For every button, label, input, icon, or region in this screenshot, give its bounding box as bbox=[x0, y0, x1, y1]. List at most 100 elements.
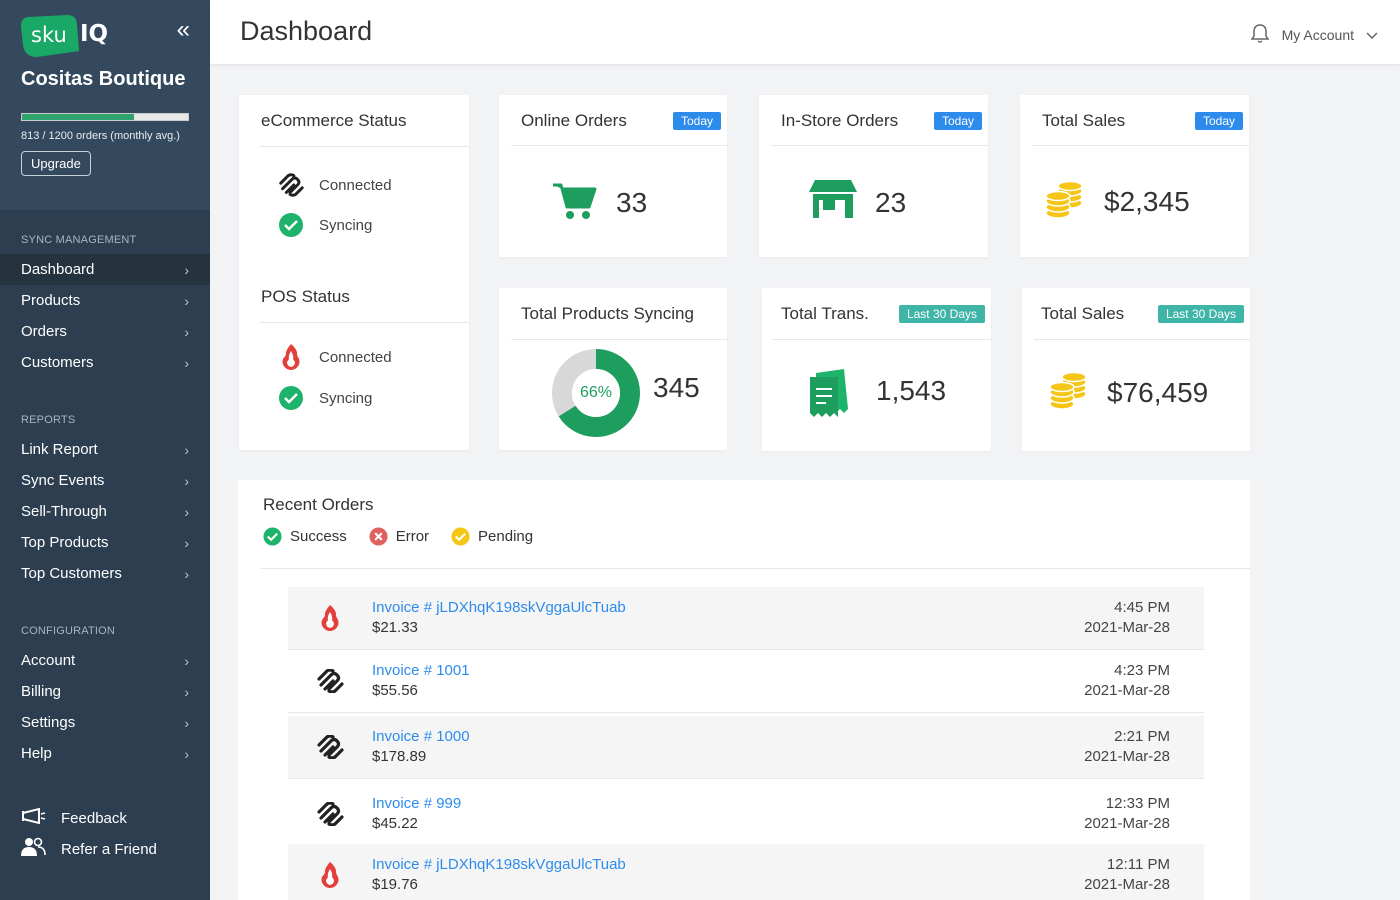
card-title: Total Trans. bbox=[781, 304, 869, 323]
order-date: 2021-Mar-28 bbox=[1084, 682, 1170, 699]
feedback-label: Feedback bbox=[61, 810, 127, 827]
sidebar-item-help[interactable]: Help › bbox=[0, 738, 210, 769]
feedback-link[interactable]: Feedback bbox=[0, 803, 210, 834]
last-30-days-badge: Last 30 Days bbox=[898, 305, 985, 323]
sidebar-item-label: Link Report bbox=[21, 441, 98, 458]
lightspeed-flame-icon bbox=[314, 601, 346, 635]
total-sales-today-card: Total Sales Today $2,345 bbox=[1020, 95, 1249, 257]
order-amount: $21.33 bbox=[372, 619, 418, 636]
quota-progress-fill bbox=[22, 114, 135, 120]
sidebar-item-label: Top Customers bbox=[21, 565, 122, 582]
order-row[interactable]: Invoice # 999 $45.22 12:33 PM 2021-Mar-28 bbox=[288, 783, 1204, 846]
products-syncing-card: Total Products Syncing 66% 345 bbox=[499, 288, 727, 450]
check-circle-icon bbox=[277, 211, 305, 239]
store-name: Cositas Boutique bbox=[21, 68, 186, 90]
pos-connected-row: Connected bbox=[277, 343, 392, 371]
chevron-right-icon: › bbox=[184, 683, 189, 700]
section-configuration: CONFIGURATION bbox=[21, 625, 116, 637]
chevron-right-icon: › bbox=[184, 534, 189, 551]
coins-icon bbox=[1048, 371, 1088, 415]
pos-syncing-row: Syncing bbox=[277, 384, 372, 412]
order-time: 4:23 PM bbox=[1114, 662, 1170, 679]
pos-syncing-label: Syncing bbox=[319, 389, 373, 407]
chevron-right-icon: › bbox=[184, 472, 189, 489]
refer-label: Refer a Friend bbox=[61, 841, 157, 858]
sidebar-item-products[interactable]: Products › bbox=[0, 285, 210, 316]
order-date: 2021-Mar-28 bbox=[1084, 815, 1170, 832]
pending-circle-icon bbox=[451, 527, 470, 546]
x-circle-icon bbox=[369, 527, 388, 546]
legend-success: Success bbox=[263, 527, 347, 546]
logo[interactable]: sku IQ bbox=[21, 10, 189, 58]
sidebar-item-customers[interactable]: Customers › bbox=[0, 347, 210, 378]
order-amount: $45.22 bbox=[372, 815, 418, 832]
divider bbox=[1034, 339, 1250, 340]
sidebar-item-label: Products bbox=[21, 292, 81, 309]
chevron-right-icon: › bbox=[184, 714, 189, 731]
sidebar-item-account[interactable]: Account › bbox=[0, 645, 210, 676]
legend-error: Error bbox=[369, 527, 429, 546]
sync-donut-chart: 66% bbox=[551, 348, 641, 443]
sidebar-item-sell-through[interactable]: Sell-Through › bbox=[0, 496, 210, 527]
sidebar-item-settings[interactable]: Settings › bbox=[0, 707, 210, 738]
chevron-right-icon: › bbox=[184, 745, 189, 762]
sidebar-item-link-report[interactable]: Link Report › bbox=[0, 434, 210, 465]
chevron-down-icon bbox=[1366, 27, 1378, 43]
store-icon bbox=[809, 180, 857, 223]
order-row[interactable]: Invoice # jLDXhqK198skVggaUlcTuab $19.76 1… bbox=[288, 844, 1204, 900]
legend-pending-label: Pending bbox=[478, 528, 534, 545]
invoice-link[interactable]: Invoice # 999 bbox=[372, 795, 462, 812]
check-circle-icon bbox=[263, 527, 282, 546]
divider bbox=[260, 568, 1250, 569]
sidebar-item-billing[interactable]: Billing › bbox=[0, 676, 210, 707]
recent-orders-panel: Recent Orders Success Error Pending Invo… bbox=[238, 480, 1250, 900]
section-sync-management: SYNC MANAGEMENT bbox=[21, 234, 137, 246]
instore-orders-value: 23 bbox=[875, 187, 907, 218]
order-row[interactable]: Invoice # 1001 $55.56 4:23 PM 2021-Mar-28 bbox=[288, 650, 1204, 713]
card-title: Total Sales bbox=[1041, 304, 1125, 323]
today-badge: Today bbox=[1194, 112, 1243, 130]
card-title: Total Sales bbox=[1042, 111, 1126, 130]
sidebar-item-label: Dashboard bbox=[21, 261, 95, 278]
sidebar-item-dashboard[interactable]: Dashboard › bbox=[0, 254, 210, 285]
upgrade-button[interactable]: Upgrade bbox=[21, 151, 91, 176]
order-row[interactable]: Invoice # 1000 $178.89 2:21 PM 2021-Mar-28 bbox=[288, 716, 1204, 779]
collapse-sidebar-icon[interactable]: « bbox=[176, 16, 190, 43]
refer-friend-link[interactable]: Refer a Friend bbox=[0, 834, 210, 865]
squarespace-icon bbox=[314, 664, 346, 698]
sidebar-item-top-products[interactable]: Top Products › bbox=[0, 527, 210, 558]
ecommerce-connected-label: Connected bbox=[319, 176, 392, 194]
ecommerce-syncing-row: Syncing bbox=[277, 211, 372, 239]
chevron-right-icon: › bbox=[184, 503, 189, 520]
squarespace-icon bbox=[314, 730, 346, 764]
sidebar-item-top-customers[interactable]: Top Customers › bbox=[0, 558, 210, 589]
today-badge: Today bbox=[672, 112, 721, 130]
divider bbox=[259, 146, 469, 147]
order-row[interactable]: Invoice # jLDXhqK198skVggaUlcTuab $21.33 4… bbox=[288, 587, 1204, 650]
products-syncing-value: 345 bbox=[653, 372, 700, 403]
chevron-right-icon: › bbox=[184, 652, 189, 669]
logo-sku-text: sku bbox=[31, 23, 67, 47]
invoice-link[interactable]: Invoice # 1001 bbox=[372, 662, 470, 679]
order-date: 2021-Mar-28 bbox=[1084, 876, 1170, 893]
ecommerce-syncing-label: Syncing bbox=[319, 216, 373, 234]
invoice-link[interactable]: Invoice # jLDXhqK198skVggaUlcTuab bbox=[372, 599, 626, 616]
sidebar-item-orders[interactable]: Orders › bbox=[0, 316, 210, 347]
instore-orders-card: In-Store Orders Today 23 bbox=[759, 95, 988, 257]
sidebar-item-sync-events[interactable]: Sync Events › bbox=[0, 465, 210, 496]
order-time: 12:33 PM bbox=[1105, 795, 1170, 812]
receipt-icon bbox=[810, 369, 850, 422]
order-amount: $19.76 bbox=[372, 876, 418, 893]
invoice-link[interactable]: Invoice # jLDXhqK198skVggaUlcTuab bbox=[372, 856, 626, 873]
invoice-link[interactable]: Invoice # 1000 bbox=[372, 728, 470, 745]
sidebar-item-label: Billing bbox=[21, 683, 62, 700]
sidebar-item-label: Help bbox=[21, 745, 52, 762]
card-title: In-Store Orders bbox=[781, 111, 899, 130]
chevron-right-icon: › bbox=[184, 292, 189, 309]
lightspeed-flame-icon bbox=[277, 343, 305, 371]
logo-iq-text: IQ bbox=[80, 21, 109, 47]
divider bbox=[259, 322, 469, 323]
squarespace-icon bbox=[277, 171, 305, 199]
bell-icon[interactable] bbox=[1250, 23, 1270, 46]
account-menu[interactable]: My Account bbox=[1250, 23, 1378, 46]
